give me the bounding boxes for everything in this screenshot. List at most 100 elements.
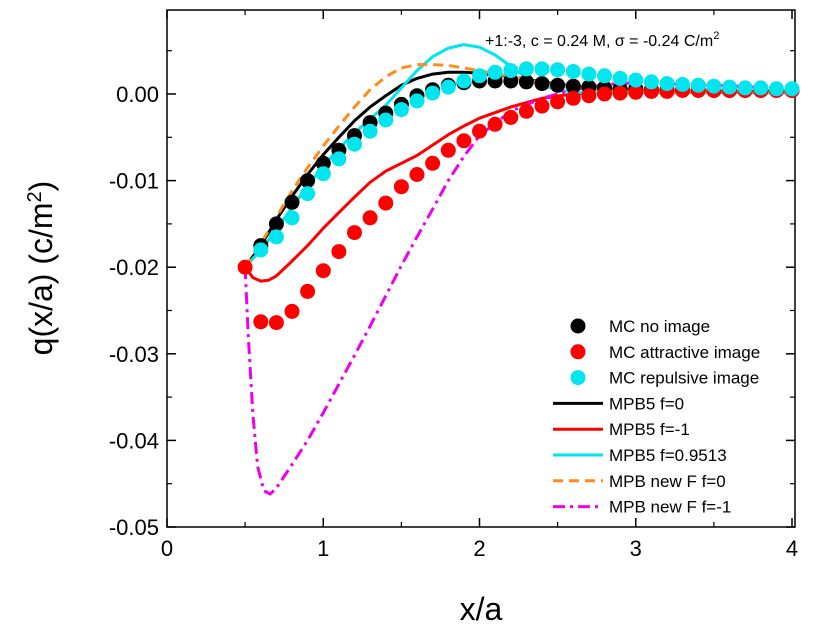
series-points-mc-attractive-image — [237, 83, 800, 331]
y-axis-label: q(x/a) (c/m2) — [23, 181, 59, 356]
y-tick-label: 0.00 — [116, 82, 159, 107]
series-line-mpb-new-f-f-1 — [243, 81, 793, 496]
x-axis-label: x/a — [460, 591, 503, 627]
data-point — [284, 303, 300, 319]
data-point — [503, 109, 519, 125]
data-point — [597, 68, 612, 84]
legend-item: MPB5 f=0 — [553, 394, 684, 413]
data-point — [268, 216, 284, 232]
legend-label: MPB new F f=0 — [609, 472, 726, 491]
data-point — [393, 102, 409, 118]
y-tick-label: -0.01 — [109, 169, 159, 194]
data-point — [550, 77, 566, 93]
data-point — [518, 103, 534, 119]
data-point — [487, 116, 503, 132]
data-point — [362, 210, 378, 226]
legend-label: MC repulsive image — [609, 369, 759, 388]
data-point — [315, 166, 331, 182]
data-point — [456, 73, 472, 89]
legend-item: MPB new F f=0 — [553, 472, 726, 491]
data-point — [534, 76, 550, 92]
legend-item: MPB new F f=-1 — [553, 498, 731, 517]
data-point — [440, 142, 456, 158]
data-point — [331, 151, 347, 167]
data-point — [237, 259, 253, 275]
data-point — [253, 242, 269, 258]
y-tick-label: -0.04 — [109, 428, 159, 453]
data-point — [425, 85, 441, 101]
data-point — [643, 74, 659, 90]
data-point — [768, 81, 784, 97]
data-point — [347, 136, 362, 152]
data-point — [378, 195, 394, 211]
series-points-mc-repulsive-image — [253, 61, 800, 258]
data-point — [268, 315, 284, 331]
legend-label: MPB new F f=-1 — [609, 498, 731, 517]
data-point — [565, 64, 581, 79]
series-layer — [237, 43, 800, 496]
tick-labels: 0 1 2 3 4 0.00 -0.01 -0.02 -0.03 -0.04 -0.05 — [109, 82, 798, 561]
data-point — [409, 93, 425, 109]
data-point — [581, 88, 597, 104]
legend-item: MC attractive image — [570, 343, 760, 362]
data-point — [440, 79, 456, 95]
legend-item: MC repulsive image — [570, 369, 759, 388]
data-point — [503, 63, 519, 79]
x-tick-label: 2 — [473, 536, 485, 561]
data-point — [690, 77, 706, 93]
legend-label: MC attractive image — [609, 343, 760, 362]
series-line-mpb5-f-1 — [243, 89, 792, 283]
data-point — [300, 173, 316, 189]
data-point — [472, 68, 487, 84]
data-point — [565, 90, 581, 106]
data-point — [675, 77, 691, 92]
data-point — [581, 66, 597, 82]
data-point — [331, 244, 347, 260]
legend-item: MPB5 f=0.9513 — [553, 446, 727, 465]
data-point — [347, 225, 362, 241]
data-point — [612, 85, 628, 101]
data-point — [659, 76, 675, 92]
data-point — [784, 81, 800, 97]
data-point — [534, 61, 550, 77]
data-point — [628, 84, 644, 100]
legend-label: MPB5 f=0.9513 — [609, 446, 727, 465]
data-point — [503, 73, 519, 89]
data-point — [597, 86, 612, 102]
legend: MC no image MC attractive image MC repulsi… — [553, 317, 760, 517]
data-point — [409, 167, 425, 182]
x-tick-label: 4 — [786, 536, 798, 561]
data-point — [753, 80, 769, 96]
legend-marker — [570, 318, 586, 334]
data-point — [393, 179, 409, 195]
y-tick-label: -0.05 — [109, 515, 159, 540]
data-point — [300, 283, 316, 299]
x-tick-label: 1 — [317, 536, 329, 561]
legend-marker — [570, 370, 586, 386]
legend-item: MPB5 f=-1 — [553, 420, 690, 439]
data-point — [362, 123, 378, 139]
data-point — [628, 72, 644, 88]
legend-item: MC no image — [570, 317, 710, 336]
data-point — [550, 94, 566, 110]
data-point — [456, 133, 472, 149]
x-tick-label: 0 — [161, 536, 173, 561]
data-point — [300, 186, 316, 202]
data-point — [487, 64, 503, 80]
data-point — [284, 210, 300, 226]
legend-marker — [570, 344, 586, 360]
plot-frame — [166, 9, 796, 528]
data-point — [550, 62, 566, 78]
data-point — [722, 79, 737, 95]
chart-annotation: +1:-3, c = 0.24 M, σ = -0.24 C/m2 — [485, 30, 719, 50]
data-point — [534, 98, 550, 114]
legend-label: MC no image — [609, 317, 710, 336]
data-point — [565, 78, 581, 94]
data-point — [706, 78, 722, 94]
data-point — [268, 229, 284, 245]
y-tick-label: -0.02 — [109, 255, 159, 280]
data-point — [284, 194, 300, 210]
x-tick-label: 3 — [630, 536, 642, 561]
data-point — [315, 263, 331, 279]
legend-label: MPB5 f=-1 — [609, 420, 690, 439]
